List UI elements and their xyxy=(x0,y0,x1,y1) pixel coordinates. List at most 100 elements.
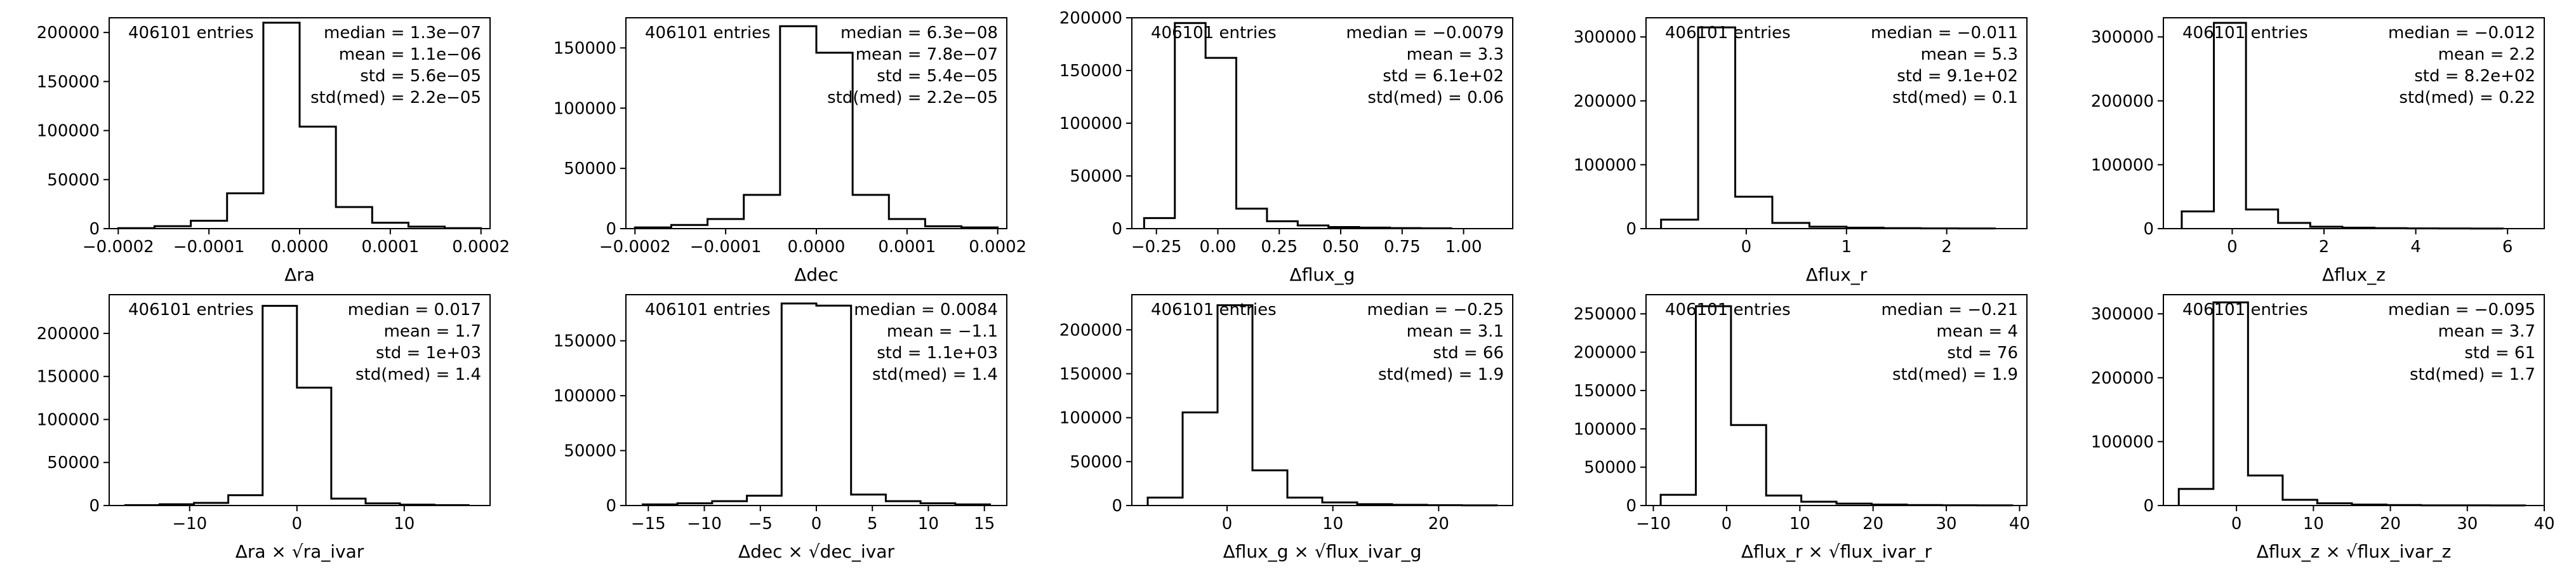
x-tick-label: 10 xyxy=(1322,514,1343,533)
y-tick-label: 100000 xyxy=(554,99,616,118)
stat-line: std = 5.6e−05 xyxy=(360,67,481,86)
x-tick-label: 20 xyxy=(1428,514,1449,533)
stat-line: median = −0.012 xyxy=(2388,23,2535,43)
entries-count: 406101 entries xyxy=(1665,300,1791,319)
y-tick-label: 150000 xyxy=(1059,62,1122,81)
x-tick-label: −10 xyxy=(172,514,207,533)
x-tick-label: 30 xyxy=(1936,514,1957,533)
x-tick-label: 0 xyxy=(811,514,822,533)
stat-line: std = 8.2e+02 xyxy=(2414,67,2535,86)
x-axis-label: Δflux_r xyxy=(1806,264,1868,285)
histogram-panel-7: −15 −10 −5 0 5 10 15 0 50000 100000 150000 Δdec × √… xyxy=(554,294,1007,562)
histogram-panel-5: 0 2 4 6 0 100000 200000 300000 Δflux_z 406101 ent… xyxy=(2091,17,2545,285)
y-tick-label: 200000 xyxy=(1059,9,1122,28)
x-tick-label: 1.00 xyxy=(1445,238,1482,257)
y-tick-label: 150000 xyxy=(37,368,100,387)
y-tick-label: 0 xyxy=(2143,497,2154,516)
x-tick-label: 10 xyxy=(918,514,939,533)
x-tick-label: 15 xyxy=(974,514,995,533)
entries-count: 406101 entries xyxy=(1665,23,1791,43)
x-tick-label: 0.25 xyxy=(1261,238,1298,257)
stat-line: std = 76 xyxy=(1947,344,2018,363)
y-tick-label: 150000 xyxy=(554,332,616,351)
stat-line: median = −0.0079 xyxy=(1346,23,1504,43)
x-tick-label: 0 xyxy=(292,514,303,533)
x-tick-label: −5 xyxy=(748,514,773,533)
stat-line: std = 61 xyxy=(2464,344,2535,363)
y-tick-label: 100000 xyxy=(2091,432,2154,452)
y-tick-label: 100000 xyxy=(1059,114,1122,133)
entries-count: 406101 entries xyxy=(128,300,254,319)
x-tick-label: 0.00 xyxy=(1200,238,1237,257)
stat-line: median = 1.3e−07 xyxy=(324,23,481,43)
y-tick-label: 200000 xyxy=(37,325,100,344)
x-tick-label: 0.75 xyxy=(1384,238,1421,257)
x-axis-label: Δflux_z xyxy=(2322,264,2386,285)
histogram-step-line xyxy=(117,22,482,229)
y-tick-label: 200000 xyxy=(1574,344,1637,363)
stat-line: std = 1e+03 xyxy=(376,344,481,363)
y-tick-label: 100000 xyxy=(1574,420,1637,439)
x-tick-label: 0 xyxy=(1741,238,1752,257)
stat-line: median = −0.095 xyxy=(2388,300,2535,319)
stat-line: std(med) = 0.22 xyxy=(2399,88,2535,107)
plot-frame xyxy=(2163,294,2545,506)
x-tick-label: −0.25 xyxy=(1131,238,1182,257)
x-axis-label: Δflux_g × √flux_ivar_g xyxy=(1223,541,1422,562)
stat-line: std = 66 xyxy=(1433,344,1504,363)
stat-line: std(med) = 1.4 xyxy=(872,365,998,384)
x-tick-label: 0.50 xyxy=(1322,238,1359,257)
histogram-panel-9: −10 0 10 20 30 400500001000001500002000002500… xyxy=(1574,294,2030,562)
stat-line: mean = 3.3 xyxy=(1407,45,1504,64)
stat-line: mean = 2.2 xyxy=(2438,45,2535,64)
x-tick-label: 0.0001 xyxy=(878,238,936,257)
y-tick-label: 50000 xyxy=(1070,167,1122,186)
y-tick-label: 50000 xyxy=(47,171,100,190)
y-tick-label: 50000 xyxy=(1584,459,1637,478)
plot-frame xyxy=(2163,17,2545,229)
y-tick-label: 0 xyxy=(1626,220,1637,239)
stat-line: median = −0.25 xyxy=(1367,300,1504,319)
x-tick-label: −10 xyxy=(1636,514,1671,533)
y-tick-label: 150000 xyxy=(1059,365,1122,384)
stat-line: std = 6.1e+02 xyxy=(1383,67,1504,86)
y-tick-label: 50000 xyxy=(47,453,100,472)
x-tick-label: 0 xyxy=(1222,514,1233,533)
x-axis-label: Δra × √ra_ivar xyxy=(236,541,364,562)
x-tick-label: −10 xyxy=(687,514,722,533)
stat-line: mean = 4 xyxy=(1936,322,2018,341)
y-tick-label: 0 xyxy=(1112,497,1122,516)
y-tick-label: 150000 xyxy=(554,39,616,58)
x-tick-label: 4 xyxy=(2410,238,2421,257)
x-tick-label: −0.0002 xyxy=(83,238,154,257)
y-tick-label: 100000 xyxy=(37,410,100,429)
x-axis-label: Δdec xyxy=(794,264,839,285)
x-tick-label: 20 xyxy=(1862,514,1883,533)
x-tick-label: 10 xyxy=(394,514,415,533)
stat-line: std(med) = 0.06 xyxy=(1367,88,1504,107)
x-tick-label: 40 xyxy=(2009,514,2030,533)
stat-line: mean = 3.1 xyxy=(1407,322,1504,341)
y-tick-label: 300000 xyxy=(2091,28,2154,47)
x-tick-label: 0.0000 xyxy=(271,238,329,257)
y-tick-label: 100000 xyxy=(554,387,616,406)
y-tick-label: 250000 xyxy=(1574,305,1637,324)
x-tick-label: −15 xyxy=(631,514,666,533)
plot-frame xyxy=(109,294,491,506)
x-axis-label: Δflux_g xyxy=(1290,264,1355,285)
y-tick-label: 200000 xyxy=(2091,369,2154,388)
stat-line: median = 0.017 xyxy=(348,300,481,319)
y-tick-label: 150000 xyxy=(1574,382,1637,401)
entries-count: 406101 entries xyxy=(645,300,771,319)
y-tick-label: 100000 xyxy=(2091,156,2154,175)
histogram-step-line xyxy=(1143,22,1452,230)
x-tick-label: 0.0000 xyxy=(788,238,846,257)
x-tick-label: 6 xyxy=(2502,238,2513,257)
stat-line: std = 9.1e+02 xyxy=(1897,67,2018,86)
y-tick-label: 100000 xyxy=(1574,156,1637,175)
x-tick-label: 0.0002 xyxy=(969,238,1026,257)
x-tick-label: 0 xyxy=(1722,514,1732,533)
stat-line: std(med) = 2.2e−05 xyxy=(310,88,481,107)
entries-count: 406101 entries xyxy=(2182,23,2308,43)
x-tick-label: 2 xyxy=(2319,238,2330,257)
